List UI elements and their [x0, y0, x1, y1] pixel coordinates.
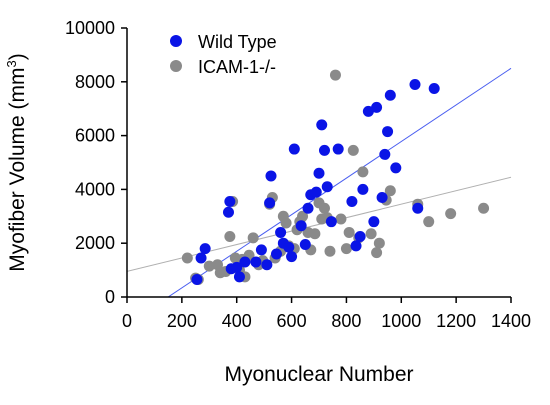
x-tick-label: 1200: [436, 311, 476, 331]
data-point: [231, 261, 243, 273]
data-point: [324, 245, 336, 257]
data-point: [373, 237, 385, 249]
y-axis-title: Myofiber Volume (mm3): [4, 53, 29, 271]
data-point: [371, 101, 383, 113]
data-point: [428, 83, 440, 95]
data-point: [224, 196, 236, 208]
data-point: [332, 143, 344, 155]
legend-label-wild-type: Wild Type: [198, 32, 277, 52]
data-point: [316, 119, 328, 131]
y-tick-label: 6000: [75, 126, 115, 146]
legend: Wild Type ICAM-1-/-: [170, 32, 277, 77]
data-point: [297, 210, 309, 222]
data-point: [371, 247, 383, 259]
data-point: [409, 78, 421, 90]
data-point: [224, 230, 236, 242]
x-axis-title: Myonuclear Number: [224, 363, 413, 386]
data-point: [325, 216, 337, 228]
y-tick-label: 4000: [75, 179, 115, 199]
data-point: [299, 239, 311, 251]
x-tick-label: 1000: [381, 311, 421, 331]
data-point: [362, 105, 374, 117]
data-point: [250, 256, 262, 268]
x-tick-label: 1400: [491, 311, 531, 331]
data-point: [247, 232, 259, 244]
data-point: [283, 241, 295, 253]
x-tick-label: 0: [122, 311, 132, 331]
data-point: [445, 208, 457, 220]
y-tick-label: 0: [105, 287, 115, 307]
axes: [126, 28, 511, 298]
y-tick-label: 2000: [75, 233, 115, 253]
data-point: [222, 206, 234, 218]
data-point: [286, 251, 298, 263]
data-point: [340, 243, 352, 255]
data-point: [264, 197, 276, 209]
data-point: [318, 144, 330, 156]
data-point: [335, 213, 347, 225]
data-point: [310, 186, 322, 198]
data-point: [321, 181, 333, 193]
data-point: [347, 144, 359, 156]
y-axis-title-main: Myofiber Volume (mm: [6, 68, 29, 272]
data-point: [423, 216, 435, 228]
legend-marker-wild-type: [170, 35, 182, 47]
x-tick-label: 600: [277, 311, 307, 331]
data-point: [288, 143, 300, 155]
data-point: [354, 230, 366, 242]
data-point: [191, 274, 203, 286]
data-point: [309, 228, 321, 240]
data-point: [203, 260, 215, 272]
data-point: [318, 202, 330, 214]
data-point: [346, 196, 358, 208]
data-point: [270, 248, 282, 260]
data-point: [368, 216, 380, 228]
data-point: [280, 217, 292, 229]
data-point: [376, 191, 388, 203]
y-tick-label: 8000: [75, 72, 115, 92]
data-point: [261, 259, 273, 271]
data-point: [195, 252, 207, 264]
data-point: [390, 162, 402, 174]
data-point: [233, 271, 245, 283]
data-point: [313, 167, 325, 179]
data-point: [365, 228, 377, 240]
x-tick-label: 200: [167, 311, 197, 331]
x-tick-label: 400: [222, 311, 252, 331]
data-point: [275, 226, 287, 238]
data-point: [343, 226, 355, 238]
y-axis-title-close: ): [6, 53, 29, 60]
data-point: [379, 148, 391, 160]
data-point: [295, 220, 307, 232]
data-point: [382, 126, 394, 138]
data-point: [329, 69, 341, 81]
data-point: [350, 240, 362, 252]
series-1: [181, 69, 490, 286]
plot-area: [127, 67, 512, 297]
data-point: [357, 183, 369, 195]
legend-label-icam: ICAM-1-/-: [198, 57, 276, 77]
y-axis-title-superscript: 3: [4, 60, 19, 67]
data-point: [384, 89, 396, 101]
y-tick-label: 10000: [65, 18, 115, 38]
series-0: [191, 78, 440, 286]
ticks: 0 200 400 600 800 1000 1200 1400 0 2000 4000 6000 80…: [65, 18, 531, 331]
data-point: [181, 252, 193, 264]
data-point: [255, 244, 267, 256]
data-point: [239, 256, 251, 268]
data-point: [478, 202, 490, 214]
data-point: [199, 243, 211, 255]
fit-line-0: [167, 67, 512, 297]
data-point: [384, 185, 396, 197]
legend-marker-icam: [170, 60, 182, 72]
data-point: [357, 166, 369, 178]
data-point: [265, 170, 277, 182]
data-point: [302, 202, 314, 214]
data-point: [412, 202, 424, 214]
x-tick-label: 800: [331, 311, 361, 331]
